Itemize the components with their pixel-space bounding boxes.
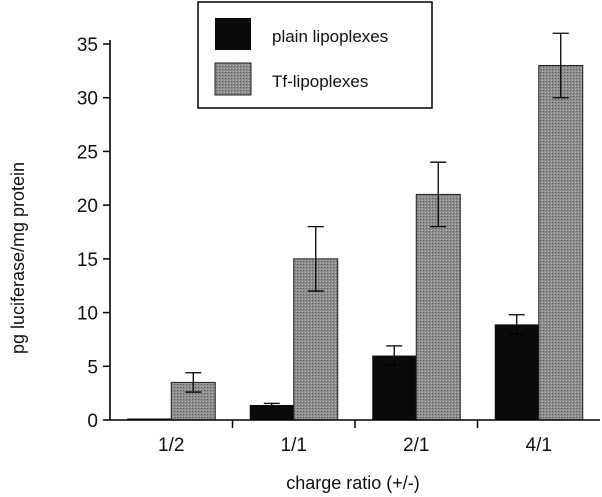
legend-label-tf-lipoplexes: Tf-lipoplexes bbox=[272, 72, 368, 91]
y-axis-title: pg luciferase/mg protein bbox=[8, 162, 28, 354]
y-tick-label: 35 bbox=[77, 35, 98, 56]
plot-area bbox=[127, 32, 584, 421]
x-tick-label: 4/1 bbox=[526, 435, 552, 456]
bar-tf-2 bbox=[415, 193, 461, 421]
x-tick-label: 2/1 bbox=[403, 435, 429, 456]
y-tick-label: 5 bbox=[87, 357, 98, 378]
x-axis: 1/2 1/1 2/1 4/1 bbox=[110, 419, 600, 456]
y-tick-label: 20 bbox=[77, 196, 98, 217]
x-axis-title: charge ratio (+/-) bbox=[286, 473, 420, 493]
y-tick-label: 0 bbox=[87, 411, 98, 432]
y-tick-label: 10 bbox=[77, 304, 98, 325]
x-tick-label: 1/2 bbox=[158, 435, 184, 456]
x-tick-label: 1/1 bbox=[281, 435, 307, 456]
bar-plain-2 bbox=[372, 355, 417, 420]
legend-label-plain-lipoplexes: plain lipoplexes bbox=[272, 27, 388, 46]
y-tick-label: 25 bbox=[77, 142, 98, 163]
y-tick-label: 15 bbox=[77, 250, 98, 271]
legend-swatch-tf-lipoplexes bbox=[214, 62, 252, 96]
y-tick-label: 30 bbox=[77, 89, 98, 110]
y-axis: 0 5 10 15 20 25 30 35 bbox=[77, 35, 111, 432]
legend: plain lipoplexes Tf-lipoplexes bbox=[197, 1, 433, 109]
bar-plain-3 bbox=[494, 324, 539, 420]
bar-plain-1 bbox=[249, 404, 294, 420]
bar-tf-3 bbox=[538, 64, 584, 421]
legend-swatch-plain-lipoplexes bbox=[215, 18, 251, 50]
